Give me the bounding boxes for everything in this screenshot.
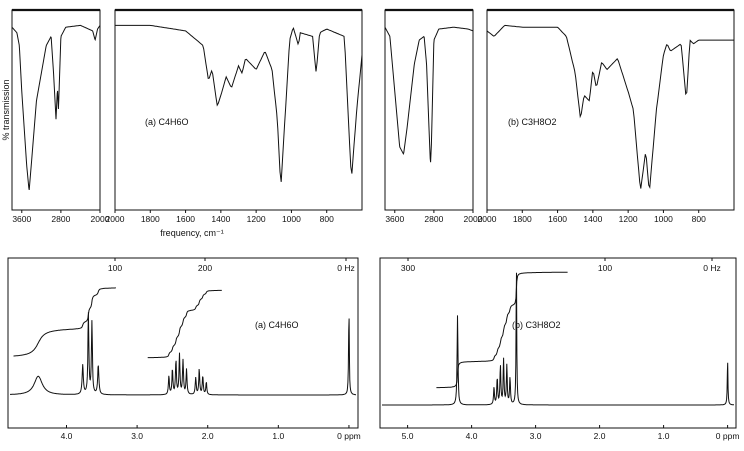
nmr-a-ppm-label-2: 2.0 [202,431,214,441]
ir-a-frame-right [114,9,363,211]
ir-a-tick-label-1600: 1600 [176,214,195,224]
ir-b-tick-label-1600: 1600 [548,214,567,224]
nmr-a-integral-low-field [13,287,116,357]
ir-b-frame-right [486,9,735,211]
ir-b-tick-label-800: 800 [692,214,706,224]
ir-b-frame-left [384,9,474,211]
ir-a-compound-label: (a) C4H6O [145,117,189,127]
ir-a-tick-label-1200: 1200 [247,214,266,224]
ir-a-tick-label-2000: 2000 [91,214,110,224]
ir-a-trace-high-freq [11,24,101,190]
ir-a-panel: % transmission (a) C4H6O frequency, cm⁻¹… [1,8,363,238]
ir-a-trace-fingerprint [115,24,363,182]
nmr-b-hz-label-2: 0 Hz [703,263,720,273]
nmr-a-panel: (a) C4H6O 4.0 3.0 2.0 1.0 0 ppm 200 100 0 Hz [7,257,361,441]
nmr-b-ppm-label-2: 2.0 [594,431,606,441]
nmr-b-ppm-label-3: 3.0 [530,431,542,441]
ir-a-tick-label-3600: 3600 [12,214,31,224]
nmr-b-ppm-label-4: 4.0 [466,431,478,441]
ir-b-tick-label-1400: 1400 [583,214,602,224]
ir-a-tick-label-2800: 2800 [51,214,70,224]
ir-a-tick-label-1800: 1800 [141,214,160,224]
ir-b-tick-label-2000: 2000 [478,214,497,224]
ir-b-tick-label-2800: 2800 [424,214,443,224]
nmr-b-panel: (b) C3H8O2 5.0 4.0 3.0 2.0 1.0 0 ppm 300 100 0 H… [379,257,740,441]
ir-b-trace-fingerprint [486,24,734,189]
nmr-a-tick-labels: 4.0 3.0 2.0 1.0 0 ppm 200 100 0 Hz [61,258,361,441]
nmr-b-frame [379,257,737,429]
nmr-a-integral-high-field [147,289,222,359]
ir-b-tick-label-1800: 1800 [513,214,532,224]
ir-b-tick-label-2000: 2000 [464,214,483,224]
ir-b-trace-high-freq [384,26,474,163]
nmr-b-tick-labels: 5.0 4.0 3.0 2.0 1.0 0 ppm 300 100 0 Hz [401,258,740,441]
ir-a-tick-label-1400: 1400 [211,214,230,224]
nmr-a-ppm-label-0: 0 ppm [337,431,361,441]
nmr-a-compound-label: (a) C4H6O [255,320,299,330]
ir-b-compound-label: (b) C3H8O2 [508,117,557,127]
ir-a-tick-label-800: 800 [320,214,334,224]
ir-a-tick-label-2000: 2000 [106,214,125,224]
ir-b-tick-label-1200: 1200 [619,214,638,224]
nmr-b-trace [382,272,734,406]
nmr-a-hz-label-1: 100 [108,263,122,273]
nmr-a-hz-label-0: 200 [198,263,212,273]
ir-a-tick-label-1000: 1000 [282,214,301,224]
nmr-a-ppm-label-1: 1.0 [272,431,284,441]
nmr-b-compound-label: (b) C3H8O2 [512,320,561,330]
nmr-b-hz-label-1: 100 [598,263,612,273]
ir-a-ylabel: % transmission [1,79,11,140]
ir-a-frame-left [11,9,101,211]
nmr-b-ppm-label-0: 0 ppm [716,431,740,441]
nmr-a-frame [7,257,359,429]
nmr-a-ppm-label-4: 4.0 [61,431,73,441]
nmr-a-trace [10,312,356,396]
nmr-a-ppm-label-3: 3.0 [131,431,143,441]
nmr-a-hz-label-2: 0 Hz [337,263,354,273]
nmr-b-ppm-label-1: 1.0 [658,431,670,441]
nmr-b-hz-label-0: 300 [401,263,415,273]
ir-b-tick-label-1000: 1000 [654,214,673,224]
ir-a-xlabel: frequency, cm⁻¹ [160,228,224,238]
ir-b-tick-label-3600: 3600 [385,214,404,224]
nmr-b-ppm-label-5: 5.0 [402,431,414,441]
